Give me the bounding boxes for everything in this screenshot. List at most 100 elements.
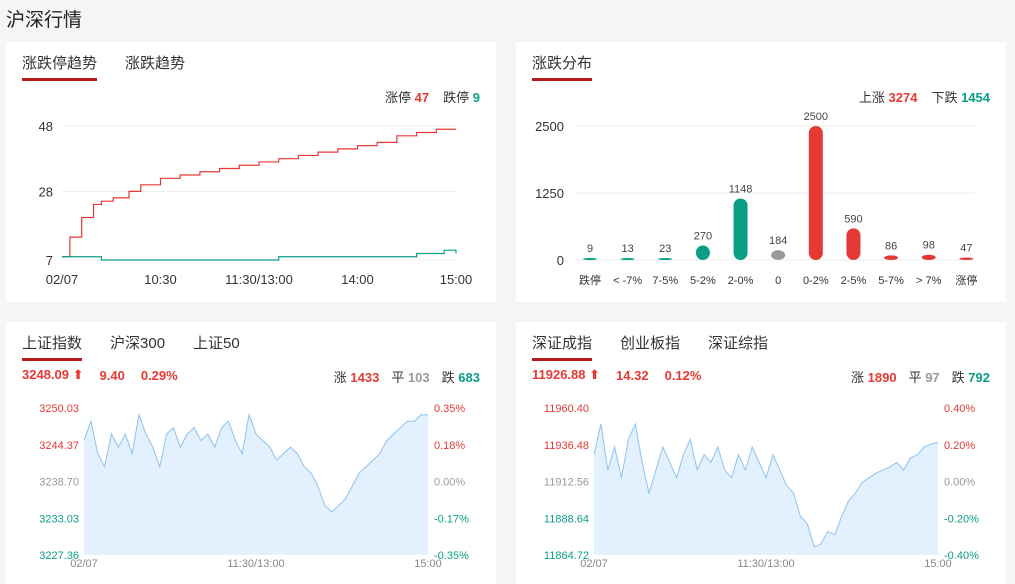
x-tick-label: 02/07	[46, 272, 79, 287]
sz-x-tick: 11:30/13:00	[737, 558, 794, 570]
bar-value-label: 2500	[804, 111, 828, 123]
bar	[921, 254, 936, 260]
bar	[771, 250, 786, 260]
distribution-stats: 上涨 3274 下跌 1454	[859, 87, 990, 106]
category-label: < -7%	[613, 275, 642, 287]
sh-index-card: 上证指数 沪深300 上证50 3248.09 ⬆ 9.40 0.29% 涨 1…	[6, 322, 496, 584]
tab-csi300[interactable]: 沪深300	[110, 335, 166, 352]
sz-price-tick: 11936.48	[544, 440, 589, 452]
category-label: 7-5%	[652, 275, 678, 287]
category-label: 0	[775, 275, 781, 287]
sh-price-tick: 3227.36	[39, 550, 79, 562]
category-label: 5-2%	[690, 275, 716, 287]
category-label: 涨停	[955, 273, 977, 287]
sh-pct-tick: 0.18%	[434, 440, 465, 452]
bar-value-label: 9	[587, 243, 593, 255]
limit-trend-card: 涨跌停趋势 涨跌趋势 涨停 47 跌停 9 48 28 7 02/07 10:30 11:…	[6, 42, 496, 302]
sz-x-tick: 02/07	[580, 558, 608, 570]
up-arrow-icon: ⬆	[72, 367, 84, 382]
sz-down-stat: 跌 792	[951, 370, 990, 385]
sh-price-tick: 3250.03	[39, 403, 79, 415]
sh-area-fill	[84, 414, 428, 555]
category-label: > 7%	[916, 275, 942, 287]
sh-price-tick: 3244.37	[39, 440, 79, 452]
sz-pct-tick: -0.20%	[944, 513, 979, 525]
distribution-tabs: 涨跌分布	[532, 52, 593, 81]
x-tick-label: 14:00	[341, 272, 374, 287]
tab-sz-composite[interactable]: 深证综指	[708, 335, 769, 352]
y-tick-label: 1250	[535, 186, 564, 201]
bar-value-label: 47	[960, 242, 972, 254]
sh-pct-tick: 0.35%	[434, 403, 465, 415]
sh-price-tick: 3238.70	[39, 477, 79, 489]
sz-price-tick: 11912.56	[544, 477, 589, 489]
sz-pct-tick: 0.40%	[944, 403, 975, 415]
sz-index-change: 14.32	[616, 367, 649, 383]
sz-pct-tick: 0.00%	[944, 477, 975, 489]
bar	[733, 198, 748, 260]
bar-value-label: 184	[769, 235, 787, 247]
page-title: 沪深行情	[6, 10, 83, 31]
bar	[658, 258, 673, 260]
tab-chinext[interactable]: 创业板指	[620, 335, 681, 352]
sh-index-change: 9.40	[99, 367, 125, 383]
sz-price-line	[593, 422, 939, 548]
bar	[808, 126, 823, 260]
tab-sh-composite[interactable]: 上证指数	[22, 332, 83, 361]
sh-index-price: 3248.09 ⬆	[22, 367, 84, 382]
limit-up-line	[62, 128, 456, 258]
sz-pct-tick: 0.20%	[944, 440, 975, 452]
tab-distribution[interactable]: 涨跌分布	[532, 52, 593, 81]
sz-up-stat: 涨 1890	[850, 370, 897, 385]
sh-x-tick: 15:00	[414, 558, 442, 570]
sh-price-tick: 3233.03	[39, 513, 79, 525]
x-tick-label: 11:30/13:00	[225, 272, 293, 287]
sh-price-line	[83, 412, 428, 513]
up-arrow-icon: ⬆	[589, 367, 601, 382]
sh-index-tabs: 上证指数 沪深300 上证50	[22, 332, 240, 361]
tab-sz-component[interactable]: 深证成指	[532, 332, 593, 361]
category-label: 2-5%	[841, 275, 867, 287]
sh-up-stat: 涨 1433	[333, 370, 380, 385]
sh-pct-tick: -0.35%	[434, 550, 469, 562]
bar-value-label: 23	[659, 243, 671, 255]
tab-limit-trend[interactable]: 涨跌停趋势	[22, 52, 98, 81]
bar-value-label: 13	[622, 243, 634, 255]
sz-index-chart: 11960.40 0.40% 11936.48 0.20% 11912.56 0.00% 1…	[544, 403, 979, 570]
category-label: 2-0%	[728, 275, 754, 287]
sh-x-tick: 02/07	[70, 558, 98, 570]
sh-index-chart: 3250.03 0.35% 3244.37 0.18% 3238.70 0.00% 3233…	[39, 403, 469, 570]
y-tick-label: 28	[39, 184, 53, 199]
limit-up-stat: 涨停 47	[385, 90, 430, 105]
limit-trend-chart: 48 28 7 02/07 10:30 11:30/13:00 14:00 15:00	[39, 119, 473, 287]
bar	[846, 228, 861, 260]
distribution-chart: 2500 1250 0 9 跌停 13 < -7% 23 7-5% 270 5-2% 1148 2-0%…	[535, 111, 977, 287]
sh-pct-tick: -0.17%	[434, 513, 469, 525]
tab-up-down-trend[interactable]: 涨跌趋势	[125, 55, 186, 72]
sz-index-card: 深证成指 创业板指 深证综指 11926.88 ⬆ 14.32 0.12% 涨 …	[516, 322, 1006, 584]
x-tick-label: 15:00	[440, 272, 473, 287]
limit-stats: 涨停 47 跌停 9	[385, 87, 480, 106]
sz-index-tabs: 深证成指 创业板指 深证综指	[532, 332, 769, 361]
up-count-stat: 上涨 3274	[858, 90, 918, 105]
bar	[620, 258, 635, 260]
category-label: 5-7%	[878, 275, 904, 287]
down-count-stat: 下跌 1454	[931, 90, 990, 105]
sz-price-tick: 11888.64	[544, 513, 589, 525]
sh-flat-stat: 平 103	[391, 370, 430, 385]
limit-trend-tabs: 涨跌停趋势 涨跌趋势	[22, 52, 186, 81]
y-tick-label: 2500	[535, 119, 564, 134]
sz-area-fill	[594, 424, 938, 555]
category-label: 跌停	[579, 273, 601, 287]
bar-value-label: 270	[694, 231, 712, 243]
sh-x-tick: 11:30/13:00	[227, 558, 284, 570]
limit-down-line	[62, 249, 457, 261]
y-tick-label: 7	[46, 253, 53, 268]
sz-pct-tick: -0.40%	[944, 550, 979, 562]
sz-index-pct: 0.12%	[664, 367, 702, 383]
tab-sse50[interactable]: 上证50	[193, 335, 240, 352]
category-label: 0-2%	[803, 275, 829, 287]
sz-flat-stat: 平 97	[908, 370, 940, 385]
sz-index-price: 11926.88 ⬆	[532, 367, 601, 382]
bar	[583, 258, 597, 260]
